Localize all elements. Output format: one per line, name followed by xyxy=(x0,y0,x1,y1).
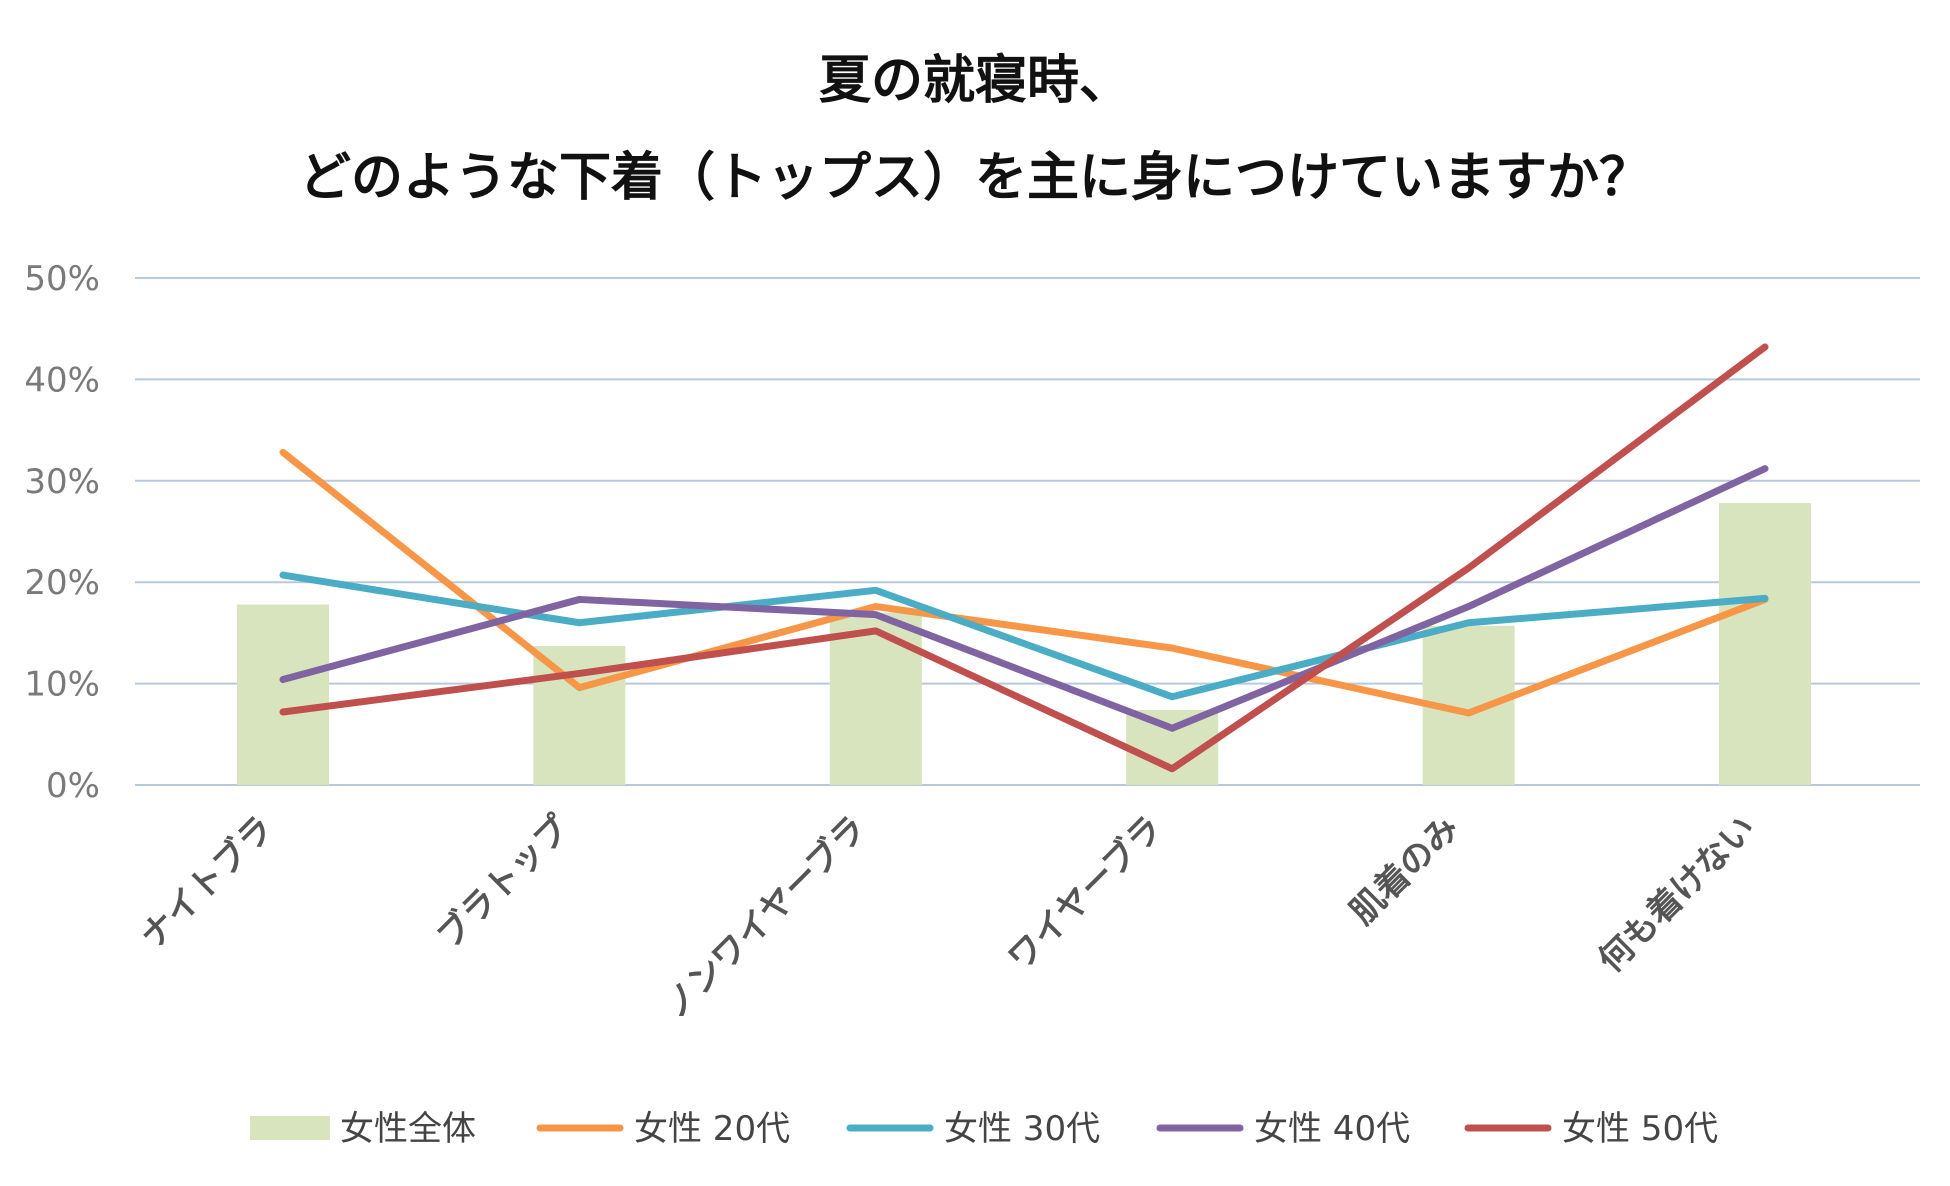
line-series-2 xyxy=(279,571,1769,701)
legend-swatch-bar xyxy=(250,1116,330,1140)
chart-title: 夏の就寝時、 どのような下着（トップス）を主に身につけていますか？ xyxy=(299,51,1651,208)
line-series-1 xyxy=(279,448,1769,717)
x-tick-label: ブラトップ xyxy=(429,808,577,956)
legend-label: 女性 30代 xyxy=(944,1109,1100,1149)
chart-title-line-1: 夏の就寝時、 xyxy=(819,51,1131,111)
y-axis: 0% 10% 20% 30% 40% 50% xyxy=(24,259,100,806)
gridlines xyxy=(135,277,1920,786)
y-tick-label: 30% xyxy=(24,462,100,502)
y-tick-label: 40% xyxy=(24,360,100,400)
line-series xyxy=(279,343,1769,773)
x-tick-label: ワイヤーブラ xyxy=(1000,808,1170,978)
y-tick-label: 10% xyxy=(24,665,100,705)
y-tick-label: 0% xyxy=(46,766,100,806)
x-tick-label: 何も着けない xyxy=(1591,808,1764,981)
x-tick-label: ノンワイヤーブラ xyxy=(656,808,874,1026)
line-series-4 xyxy=(279,343,1769,773)
legend-label: 女性全体 xyxy=(340,1109,476,1149)
legend-label: 女性 40代 xyxy=(1254,1109,1410,1149)
legend-label: 女性 50代 xyxy=(1562,1109,1718,1149)
y-tick-label: 20% xyxy=(24,563,100,603)
x-tick-label: ナイトブラ xyxy=(133,808,281,956)
y-tick-label: 50% xyxy=(24,259,100,299)
chart-title-line-2: どのような下着（トップス）を主に身につけていますか？ xyxy=(299,148,1651,208)
x-axis: ナイトブラ ブラトップ ノンワイヤーブラ ワイヤーブラ 肌着のみ 何も着けない xyxy=(133,808,1763,1026)
legend: 女性全体 女性 20代 女性 30代 女性 40代 女性 50代 xyxy=(250,1109,1718,1149)
line-series-3 xyxy=(279,465,1769,732)
bar-6 xyxy=(1719,503,1811,785)
x-tick-label: 肌着のみ xyxy=(1343,808,1467,932)
legend-label: 女性 20代 xyxy=(634,1109,790,1149)
bar-1 xyxy=(237,604,329,785)
